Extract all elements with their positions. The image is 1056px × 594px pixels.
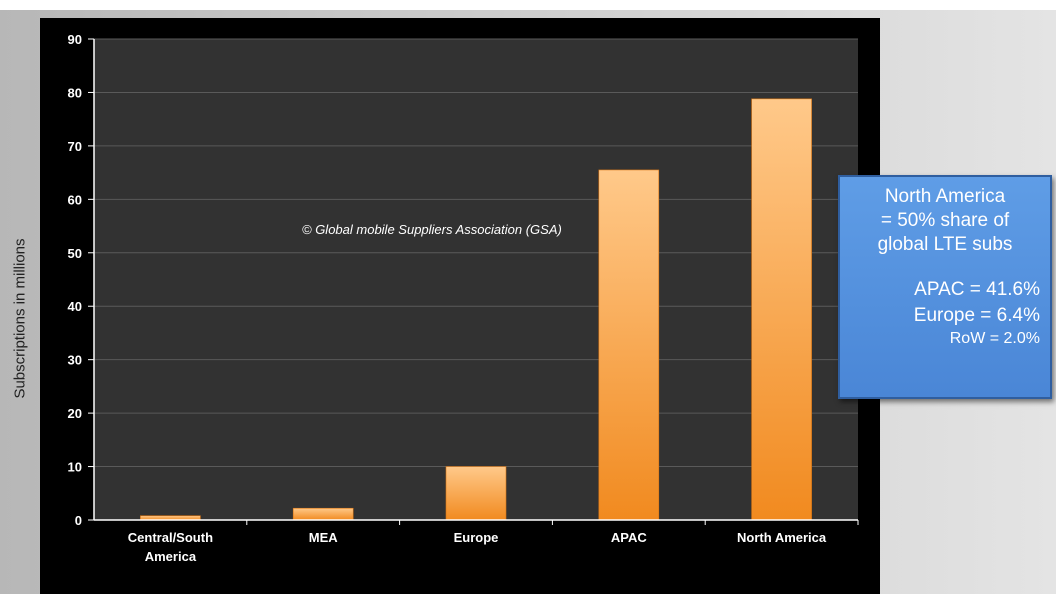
y-tick-label: 70 [68, 139, 82, 154]
plot-area [94, 39, 858, 520]
bar [751, 98, 812, 521]
y-tick-label: 30 [68, 353, 82, 368]
y-tick-label: 0 [75, 513, 82, 528]
x-tick-label: MEA [309, 530, 339, 545]
callout-apac: APAC = 41.6% [914, 279, 1040, 300]
bar [598, 169, 660, 521]
x-tick-label: APAC [611, 530, 647, 545]
y-tick-label: 40 [68, 299, 82, 314]
share-callout: North America = 50% share of global LTE … [838, 175, 1052, 399]
y-tick-label: 80 [68, 85, 82, 100]
y-tick-label: 50 [68, 246, 82, 261]
top-band [0, 0, 1056, 10]
copyright-annotation: © Global mobile Suppliers Association (G… [302, 222, 562, 237]
callout-row: RoW = 2.0% [949, 330, 1040, 347]
x-tick-label: America [145, 549, 197, 564]
callout-line-1: North America [884, 186, 1006, 207]
x-tick-label: Europe [454, 530, 499, 545]
y-tick-label: 90 [68, 32, 82, 47]
y-tick-label: 60 [68, 192, 82, 207]
y-tick-label: 10 [68, 460, 82, 475]
x-tick-label: Central/South [128, 530, 213, 545]
x-tick-label: North America [737, 530, 827, 545]
bar [292, 507, 354, 521]
y-tick-label: 20 [68, 406, 82, 421]
bar-chart: 0 10 20 30 40 50 60 70 80 90 Central/South America… [68, 32, 859, 564]
callout-line-2: = 50% share of [880, 210, 1010, 231]
bar [445, 466, 507, 521]
callout-line-3: global LTE subs [877, 234, 1013, 255]
callout-europe: Europe = 6.4% [913, 305, 1040, 326]
y-axis-label: Subscriptions in millions [11, 238, 29, 399]
